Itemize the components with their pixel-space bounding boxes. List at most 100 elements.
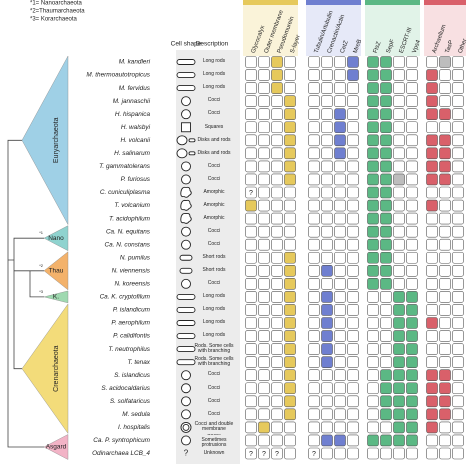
cell — [258, 251, 270, 264]
cell — [284, 278, 296, 290]
cell — [406, 134, 418, 147]
cell — [284, 395, 296, 408]
cell — [258, 186, 270, 199]
cell-shape-icon — [180, 186, 192, 198]
cell — [393, 264, 405, 277]
cell — [308, 82, 320, 94]
cell — [258, 147, 270, 160]
rod — [176, 72, 196, 79]
cell — [380, 121, 392, 134]
cell — [245, 408, 257, 421]
cell — [452, 264, 464, 277]
cell — [308, 369, 320, 382]
cell — [426, 238, 438, 251]
cell — [380, 82, 392, 94]
description-box: Long rods — [203, 85, 225, 90]
cell — [439, 408, 451, 421]
description-box: Cocci — [208, 398, 221, 403]
species-name: Ca. N. equitans — [106, 228, 151, 235]
cell — [393, 225, 405, 238]
cell — [271, 95, 283, 107]
cell — [393, 56, 405, 68]
cell — [347, 447, 359, 460]
cell — [393, 199, 405, 212]
species-name: Ca. K. cryptofilum — [100, 294, 151, 301]
cell — [452, 147, 464, 160]
description-box: Long rods — [203, 333, 225, 338]
cell — [439, 147, 451, 160]
description: Cocci — [207, 240, 221, 247]
cell — [406, 82, 418, 94]
cell — [406, 121, 418, 134]
species-name: Ca. P. syntrophicum — [93, 437, 150, 444]
cell — [393, 160, 405, 173]
cell — [284, 173, 296, 186]
description: Short rods — [202, 254, 226, 261]
cell — [393, 251, 405, 264]
description: Disks and rods — [197, 136, 231, 143]
cell — [258, 121, 270, 134]
cell — [308, 434, 320, 447]
coccus — [181, 278, 191, 289]
cell — [308, 395, 320, 408]
description-box: Rods. Some cells with branching — [195, 356, 234, 367]
cell — [426, 408, 438, 421]
cell — [284, 382, 296, 395]
clade-label: K. — [53, 294, 59, 301]
group-header-bg — [365, 0, 420, 56]
cell — [452, 121, 464, 134]
cell — [380, 395, 392, 408]
cell — [347, 173, 359, 186]
cell — [426, 421, 438, 434]
cell — [367, 434, 379, 447]
rod — [176, 359, 196, 366]
clade-triangle — [43, 251, 69, 291]
cell-shape-icon — [176, 72, 196, 79]
cell — [347, 382, 359, 395]
description: Cocci — [207, 110, 221, 117]
cell — [245, 356, 257, 368]
cell — [406, 95, 418, 107]
cell — [271, 317, 283, 329]
cell — [406, 356, 418, 368]
cell-shape-icon — [176, 346, 196, 353]
group-header-bg — [243, 0, 298, 56]
cell — [452, 69, 464, 81]
cell — [347, 343, 359, 355]
description-box: Cocci — [207, 162, 221, 169]
cell-shape-icon — [176, 59, 196, 65]
cell — [426, 82, 438, 94]
cell — [321, 95, 333, 107]
cell — [245, 330, 257, 342]
cell — [245, 212, 257, 225]
description: Cocci — [207, 162, 221, 169]
cell — [321, 382, 333, 395]
description-box: Cocci — [208, 176, 221, 181]
description-box: Cocci — [207, 110, 221, 117]
cell — [452, 82, 464, 94]
cell — [426, 304, 438, 316]
cell — [380, 160, 392, 173]
cell — [380, 264, 392, 277]
cell — [426, 199, 438, 212]
cell-shape-icon — [181, 109, 191, 120]
cell — [347, 356, 359, 368]
cell — [245, 434, 257, 447]
cell — [426, 395, 438, 408]
cell — [406, 369, 418, 382]
cell — [321, 82, 333, 94]
cell — [258, 108, 270, 120]
cell — [308, 95, 320, 107]
cell — [452, 291, 464, 303]
cell — [380, 304, 392, 316]
cell — [393, 147, 405, 160]
cell — [284, 304, 296, 316]
clade-label: Euryarchaeota — [53, 117, 60, 163]
cell — [439, 82, 451, 94]
description: Long rods — [202, 319, 226, 326]
cell — [367, 82, 379, 94]
cell — [308, 147, 320, 160]
cell — [367, 317, 379, 329]
cell — [334, 173, 346, 186]
cell — [334, 160, 346, 173]
